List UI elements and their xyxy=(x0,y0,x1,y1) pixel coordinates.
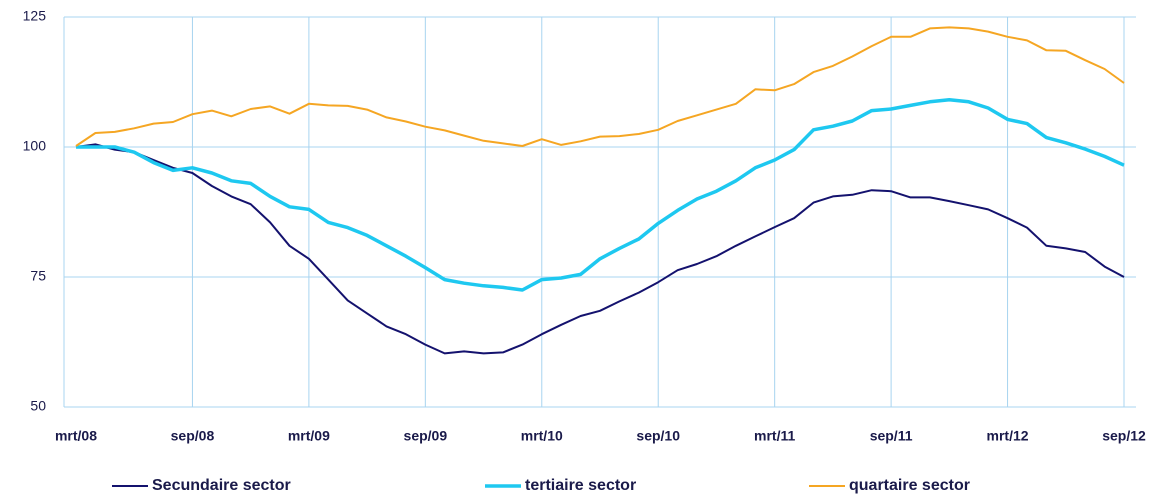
series-line xyxy=(76,97,1125,292)
y-tick-label: 75 xyxy=(30,268,46,284)
x-tick-label: mrt/10 xyxy=(521,428,563,444)
legend-label: quartaire sector xyxy=(849,477,970,494)
x-tick-label: mrt/11 xyxy=(754,428,795,444)
y-tick-label: 125 xyxy=(23,8,47,24)
x-tick-label: sep/08 xyxy=(171,428,215,444)
y-tick-label: 50 xyxy=(30,398,46,414)
x-tick-label: sep/09 xyxy=(404,428,448,444)
series-line xyxy=(75,26,1125,147)
x-tick-label: sep/11 xyxy=(870,428,913,444)
x-tick-label: mrt/09 xyxy=(288,428,330,444)
x-tick-label: sep/12 xyxy=(1102,428,1146,444)
legend-label: tertiaire sector xyxy=(525,477,636,494)
x-tick-label: mrt/08 xyxy=(55,428,97,444)
x-tick-label: mrt/12 xyxy=(987,428,1029,444)
series-line xyxy=(75,143,1125,355)
x-tick-label: sep/10 xyxy=(636,428,680,444)
y-tick-label: 100 xyxy=(23,138,47,154)
legend-label: Secundaire sector xyxy=(152,477,291,494)
